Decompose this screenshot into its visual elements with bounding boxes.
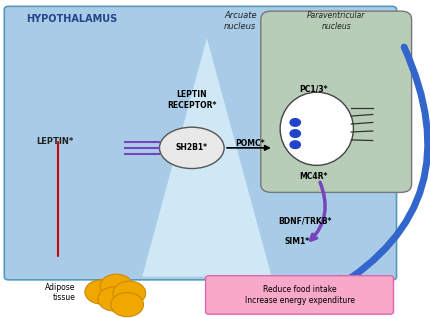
Text: Reduce food intake
Increase energy expenditure: Reduce food intake Increase energy expen…: [244, 285, 354, 305]
Text: SIM1*: SIM1*: [284, 237, 309, 246]
Text: Arcuate
nucleus: Arcuate nucleus: [224, 11, 256, 31]
Text: Adipose
tissue: Adipose tissue: [45, 283, 75, 302]
Circle shape: [289, 141, 300, 149]
Text: LEPTIN*: LEPTIN*: [37, 137, 74, 146]
Polygon shape: [142, 38, 271, 277]
Circle shape: [289, 119, 300, 126]
FancyArrowPatch shape: [334, 47, 427, 289]
Circle shape: [98, 287, 130, 311]
Text: Paraventricular
nucleus: Paraventricular nucleus: [306, 11, 365, 31]
Text: POMC*: POMC*: [235, 139, 264, 148]
Text: LEPTIN
RECEPTOR*: LEPTIN RECEPTOR*: [167, 90, 216, 110]
Ellipse shape: [280, 92, 353, 165]
Circle shape: [85, 280, 117, 304]
Text: BDNF/TRKB*: BDNF/TRKB*: [277, 217, 331, 225]
Text: PC1/3*: PC1/3*: [299, 85, 327, 93]
FancyBboxPatch shape: [260, 11, 411, 192]
Circle shape: [100, 274, 132, 298]
FancyBboxPatch shape: [4, 6, 396, 280]
Circle shape: [111, 293, 143, 317]
Circle shape: [289, 130, 300, 137]
Text: SH2B1*: SH2B1*: [175, 143, 207, 152]
Circle shape: [113, 281, 145, 305]
FancyBboxPatch shape: [205, 276, 393, 314]
Ellipse shape: [159, 127, 224, 169]
FancyArrowPatch shape: [310, 182, 324, 240]
Text: MC4R*: MC4R*: [299, 172, 327, 181]
Text: HYPOTHALAMUS: HYPOTHALAMUS: [26, 14, 117, 24]
